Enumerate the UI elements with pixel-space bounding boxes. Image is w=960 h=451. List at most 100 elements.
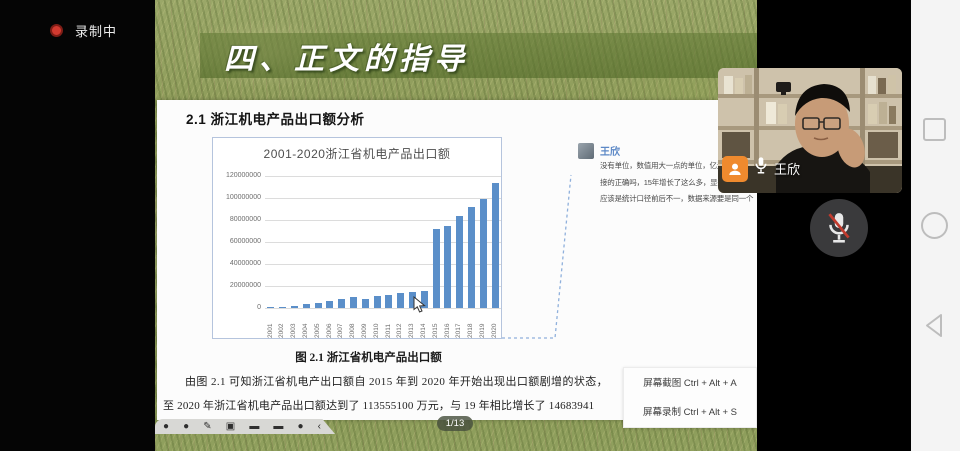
back-button-icon[interactable] bbox=[922, 312, 948, 344]
x-axis-tick-label: 2002 bbox=[278, 323, 286, 338]
bar-2016 bbox=[444, 225, 452, 308]
bar-2019 bbox=[479, 199, 487, 308]
bar-2020 bbox=[491, 183, 499, 308]
microphone-muted-icon bbox=[828, 213, 850, 243]
chat-text-line: 应该是统计口径前后不一，数据来源要是同一个 bbox=[600, 194, 754, 203]
bar-2010 bbox=[373, 295, 381, 308]
bar-2015 bbox=[432, 228, 440, 308]
menu-item-screenshot[interactable]: 屏幕截图 Ctrl + Alt + A bbox=[643, 378, 737, 389]
body-text-line2: 至 2020 年浙江省机电产品出口额达到了 113555100 万元，与 19 … bbox=[163, 400, 595, 412]
annotation-toolbar: ● ● ✎ ▣ ▬ ▬ ● ‹ bbox=[155, 419, 335, 434]
bar-2013 bbox=[408, 291, 416, 308]
bar-2017 bbox=[456, 215, 464, 308]
bar-2012 bbox=[397, 292, 405, 308]
gridline bbox=[265, 198, 501, 199]
chat-text-line: 接的正确吗，15年增长了这么多，显得 bbox=[600, 177, 725, 187]
chart-x-axis-labels: 2001 2002 2003 2004 2005 2006 2007 2008 2009 2010… bbox=[265, 312, 501, 338]
recording-indicator: 录制中 bbox=[50, 21, 117, 40]
chart-bars bbox=[265, 176, 501, 308]
x-axis-tick-label: 2008 bbox=[349, 323, 357, 338]
record-icon[interactable]: ● bbox=[297, 421, 304, 432]
pen-icon[interactable]: ✎ bbox=[203, 421, 212, 432]
y-axis-tick-label: 120000000 bbox=[225, 172, 261, 179]
gridline bbox=[265, 176, 501, 177]
participant-mic-icon bbox=[754, 156, 768, 180]
y-axis-tick-label: 60000000 bbox=[229, 238, 261, 245]
x-axis-tick-label: 2001 bbox=[266, 323, 274, 338]
x-axis-tick-label: 2016 bbox=[443, 323, 451, 338]
x-axis-tick-label: 2005 bbox=[313, 323, 321, 338]
bar-2011 bbox=[385, 294, 393, 308]
x-axis-tick-label: 2009 bbox=[361, 323, 369, 338]
y-axis-tick-label: 0 bbox=[257, 304, 261, 311]
y-axis-tick-label: 100000000 bbox=[225, 194, 261, 201]
android-nav-bar bbox=[911, 0, 960, 451]
presenter-badge bbox=[722, 156, 748, 182]
collapse-icon[interactable]: ‹ bbox=[317, 421, 321, 432]
x-axis-tick-label: 2017 bbox=[455, 323, 463, 338]
y-axis-tick-label: 20000000 bbox=[229, 282, 261, 289]
figure-caption: 图 2.1 浙江省机电产品出口额 bbox=[295, 352, 442, 364]
chart-title: 2001-2020浙江省机电产品出口额 bbox=[263, 147, 451, 161]
x-axis-tick-label: 2012 bbox=[396, 323, 404, 338]
microphone-muted-button[interactable] bbox=[810, 199, 868, 257]
bar-2014 bbox=[420, 290, 428, 308]
gridline bbox=[265, 286, 501, 287]
bar-2006 bbox=[326, 301, 334, 308]
participant-video[interactable]: 王欣 bbox=[718, 68, 902, 193]
chat-sender-name: 王欣 bbox=[600, 147, 620, 158]
person-icon bbox=[729, 163, 741, 175]
record-dot-icon bbox=[50, 24, 63, 37]
chat-text-line: 没有单位，数值用大一点的单位，亿元 bbox=[600, 161, 725, 170]
bar-2004 bbox=[302, 304, 310, 308]
whiteboard-icon[interactable]: ▬ bbox=[273, 421, 284, 432]
slide-title: 四、正文的指导 bbox=[224, 42, 469, 76]
gridline bbox=[265, 264, 501, 265]
zoom-out-icon[interactable]: ● bbox=[163, 421, 170, 432]
participant-name: 王欣 bbox=[774, 162, 801, 177]
mouse-cursor-icon bbox=[413, 295, 426, 318]
chart: 2001-2020浙江省机电产品出口额 120000000 100000000 80… bbox=[212, 137, 502, 339]
slide-title-banner: 四、正文的指导 bbox=[200, 33, 757, 78]
keyboard-icon[interactable]: ▬ bbox=[249, 421, 260, 432]
chat-text: 没有单位，数值用大一点的单位，亿元 接的正确吗，15年增长了这么多，显得应该是统计… bbox=[600, 158, 757, 208]
x-axis-tick-label: 2004 bbox=[302, 323, 310, 338]
x-axis-tick-label: 2006 bbox=[325, 323, 333, 338]
x-axis-tick-label: 2010 bbox=[372, 323, 380, 338]
x-axis-tick-label: 2020 bbox=[490, 323, 498, 338]
y-axis-tick-label: 40000000 bbox=[229, 260, 261, 267]
bar-2002 bbox=[279, 306, 287, 308]
y-axis-tick-label: 80000000 bbox=[229, 216, 261, 223]
zoom-in-icon[interactable]: ● bbox=[183, 421, 190, 432]
screen-share-area: 四、正文的指导 2.1 浙江机电产品出口额分析 2001-2020浙江省机电产品… bbox=[155, 0, 757, 451]
section-heading: 2.1 浙江机电产品出口额分析 bbox=[186, 112, 365, 127]
x-axis-tick-label: 2007 bbox=[337, 323, 345, 338]
gridline bbox=[265, 220, 501, 221]
bar-2005 bbox=[314, 302, 322, 308]
recording-label: 录制中 bbox=[75, 24, 118, 39]
x-axis-tick-label: 2011 bbox=[384, 324, 392, 338]
document-page: 2.1 浙江机电产品出口额分析 2001-2020浙江省机电产品出口额 1200… bbox=[157, 100, 757, 420]
status-strip: 录制中 bbox=[0, 0, 155, 451]
chat-avatar[interactable] bbox=[578, 143, 594, 159]
x-axis-tick-label: 2018 bbox=[467, 323, 475, 338]
x-axis-tick-label: 2019 bbox=[478, 323, 486, 338]
webcam-frame bbox=[718, 68, 902, 193]
page-indicator: 1/13 bbox=[437, 416, 473, 431]
gridline bbox=[265, 308, 501, 309]
x-axis-tick-label: 2015 bbox=[431, 323, 439, 338]
x-axis-tick-label: 2003 bbox=[290, 323, 298, 338]
menu-item-screenrecord[interactable]: 屏幕录制 Ctrl + Alt + S bbox=[643, 407, 737, 418]
bar-2001 bbox=[267, 307, 275, 308]
home-button-icon[interactable] bbox=[921, 212, 948, 239]
bar-2009 bbox=[361, 299, 369, 308]
screenshot-shortcut-menu: 屏幕截图 Ctrl + Alt + A 屏幕录制 Ctrl + Alt + S bbox=[623, 367, 757, 428]
recents-button-icon[interactable] bbox=[923, 118, 946, 141]
bar-2018 bbox=[467, 206, 475, 308]
screenshot-icon[interactable]: ▣ bbox=[225, 421, 236, 432]
body-text-line1: 由图 2.1 可知浙江省机电产出口额自 2015 年到 2020 年开始出现出口… bbox=[185, 376, 609, 388]
bar-2003 bbox=[290, 305, 298, 308]
gridline bbox=[265, 242, 501, 243]
bar-2007 bbox=[338, 298, 346, 308]
